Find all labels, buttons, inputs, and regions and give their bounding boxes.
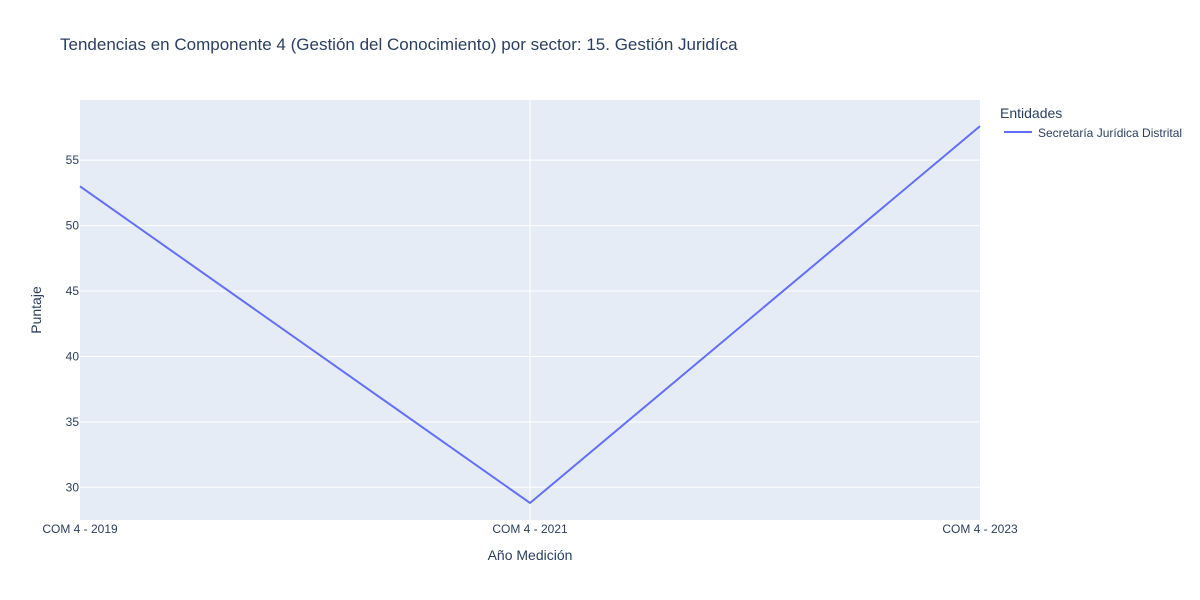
y-tick-label: 30 (66, 480, 80, 494)
legend-item-label[interactable]: Secretaría Jurídica Distrital (1038, 126, 1182, 140)
x-axis-title: Año Medición (488, 547, 573, 563)
y-tick-label: 35 (66, 415, 80, 429)
x-tick-label: COM 4 - 2023 (942, 522, 1018, 536)
chart-title: Tendencias en Componente 4 (Gestión del … (60, 35, 738, 54)
x-tick-label: COM 4 - 2019 (42, 522, 118, 536)
x-tick-label: COM 4 - 2021 (492, 522, 568, 536)
y-tick-labels: 30 35 40 45 50 55 (66, 153, 80, 494)
y-tick-label: 50 (66, 219, 80, 233)
y-tick-label: 55 (66, 153, 80, 167)
legend-title: Entidades (1000, 105, 1062, 121)
legend: Entidades Secretaría Jurídica Distrital (1000, 105, 1182, 140)
y-tick-label: 45 (66, 284, 80, 298)
y-axis-title: Puntaje (28, 286, 44, 334)
x-tick-labels: COM 4 - 2019 COM 4 - 2021 COM 4 - 2023 (42, 522, 1018, 536)
series-line[interactable] (79, 125, 981, 504)
series-layer (79, 125, 981, 504)
y-tick-label: 40 (66, 349, 80, 363)
